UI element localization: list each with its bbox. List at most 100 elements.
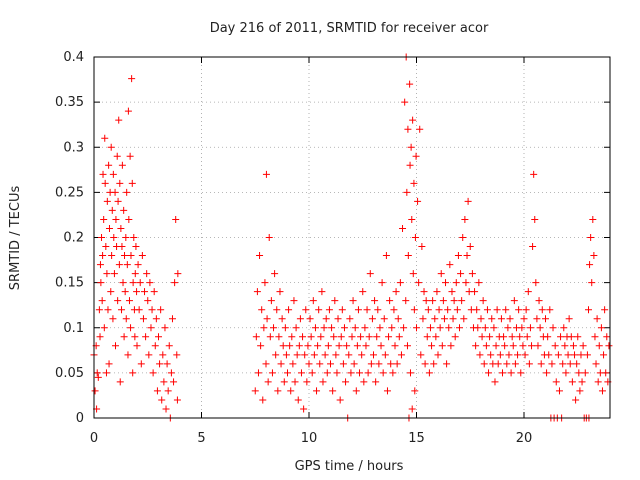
x-tick-label: 0 [90,431,98,446]
data-point [497,315,505,323]
data-point [137,360,145,368]
data-point [417,351,425,359]
data-point [251,387,259,395]
data-point [352,387,360,395]
data-point [353,342,361,350]
data-point [103,197,111,205]
data-point [252,333,260,341]
x-tick-label: 10 [301,431,318,446]
data-point [593,315,601,323]
y-tick-label: 0 [76,411,84,426]
data-point [565,315,573,323]
data-point [444,306,452,314]
data-point [120,206,128,214]
data-point [144,297,152,305]
data-point [124,107,132,115]
data-point [335,342,343,350]
data-point [287,387,295,395]
data-point [545,351,553,359]
data-point [354,306,362,314]
data-point [404,252,412,260]
data-point [339,360,347,368]
data-point [568,378,576,386]
data-point [325,306,333,314]
data-point [525,360,533,368]
data-point [158,396,166,404]
data-point [174,270,182,278]
data-point [100,324,108,332]
data-point [583,351,591,359]
data-point [116,179,124,187]
data-point [600,351,608,359]
data-point [349,297,357,305]
data-point [419,315,427,323]
data-point [159,351,167,359]
data-point [118,306,126,314]
data-point [117,224,125,232]
data-point [402,297,410,305]
data-point [561,342,569,350]
data-point [544,333,552,341]
data-point [284,369,291,377]
data-point [317,333,325,341]
data-point [267,297,275,305]
y-tick-label: 0.3 [63,140,84,155]
data-point [531,215,539,223]
data-point [437,270,445,278]
data-point [504,324,512,332]
data-point [509,342,517,350]
data-point [138,252,146,260]
data-point [386,297,394,305]
data-point [374,306,382,314]
data-point [146,279,154,287]
data-point [330,333,338,341]
data-point [460,315,468,323]
data-point [107,288,115,296]
data-point [589,215,597,223]
data-point [567,333,575,341]
data-point [533,315,541,323]
data-point [557,333,565,341]
data-point [401,98,409,106]
y-tick-label: 0.4 [63,50,84,65]
data-point [148,306,156,314]
chart-title: Day 216 of 2011, SRMTID for receiver aco… [210,21,489,36]
data-point [160,378,168,386]
data-point [528,342,536,350]
data-point [256,252,264,260]
data-point [145,351,153,359]
data-point [450,297,458,305]
data-point [500,333,508,341]
data-point [286,342,294,350]
data-point [129,279,137,287]
data-point [409,270,417,278]
data-point [258,306,266,314]
data-point [440,315,448,323]
data-point [305,360,313,368]
data-point [562,369,570,377]
data-point [413,324,420,332]
data-point [155,333,162,341]
data-point [271,270,279,278]
data-point [299,333,307,341]
data-point [479,297,487,305]
data-point [569,342,577,350]
data-point [490,324,498,332]
data-point [555,387,563,395]
data-point [435,306,443,314]
data-point [572,396,580,404]
data-point [128,179,136,187]
data-point [474,324,482,332]
data-point [462,279,470,287]
data-point [114,197,122,205]
data-point [105,360,113,368]
data-point [605,342,613,350]
data-point [410,306,418,314]
data-point [104,306,112,314]
data-point [109,315,117,323]
data-point [122,234,130,241]
data-point [275,333,283,341]
data-point [388,324,396,332]
data-point [280,378,288,386]
data-point [508,333,516,341]
